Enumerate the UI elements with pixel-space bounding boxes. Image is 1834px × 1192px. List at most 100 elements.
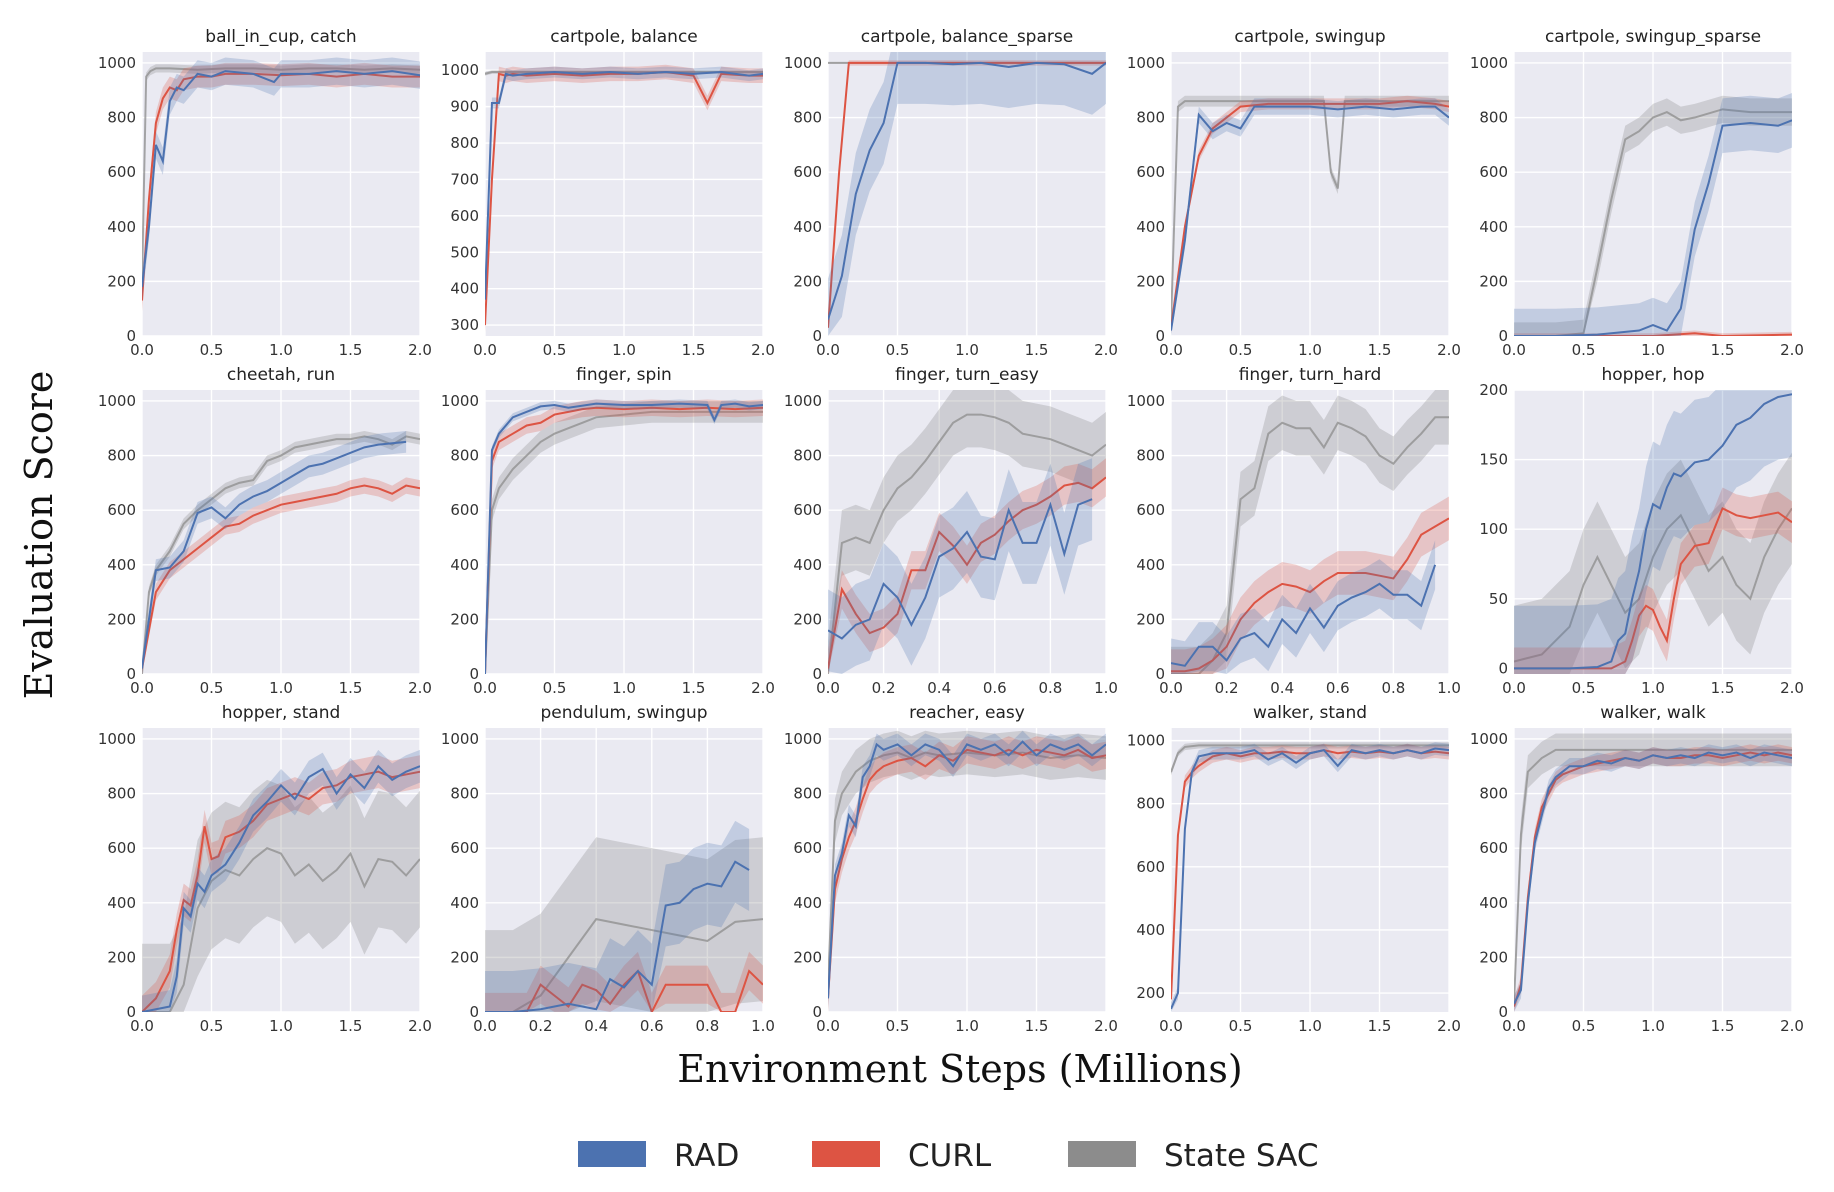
y-tick-label: 800: [793, 447, 822, 465]
subplot-title: finger, turn_hard: [1239, 365, 1382, 385]
band-state-sac: [1171, 390, 1449, 674]
x-tick-label: 1.5: [1711, 1017, 1735, 1035]
line-state-sac: [1171, 416, 1449, 674]
y-tick-label: 400: [1136, 556, 1165, 574]
x-tick-label: 0.5: [1572, 1017, 1596, 1035]
subplot-title: cheetah, run: [227, 365, 335, 385]
legend-item-curl: CURL: [812, 1138, 992, 1174]
y-tick-label: 400: [107, 556, 136, 574]
x-tick-label: 0.8: [695, 1017, 719, 1035]
line-curl: [1514, 506, 1792, 670]
x-axis-label: Environment Steps (Millions): [677, 1047, 1242, 1091]
x-tick-label: 0.0: [1159, 341, 1183, 359]
y-tick-label: 800: [1136, 447, 1165, 465]
x-tick-label: 1.5: [339, 341, 363, 359]
y-tick-label: 200: [450, 948, 479, 966]
x-tick-label: 0.0: [1159, 1017, 1183, 1035]
x-tick-label: 1.5: [339, 679, 363, 697]
line-curl: [485, 71, 763, 326]
line-curl: [485, 406, 763, 674]
y-tick-label: 600: [107, 501, 136, 519]
x-tick-label: 0.2: [872, 679, 896, 697]
y-tick-label: 800: [450, 785, 479, 803]
line-curl: [828, 61, 1106, 328]
band-state-sac: [142, 779, 420, 1012]
x-tick-label: 0.0: [473, 679, 497, 697]
y-tick-label: 800: [1136, 109, 1165, 127]
y-tick-label: 0: [469, 665, 479, 683]
subplot-10: 0.0 0.5 1.0 1.5 2.0 0 50 100 150 200 hopper, hop: [1479, 365, 1804, 697]
subplot-title: ball_in_cup, catch: [205, 27, 356, 47]
band-rad: [828, 52, 1106, 336]
legend-item-state-sac: State SAC: [1068, 1138, 1318, 1174]
y-tick-label: 0: [1155, 327, 1165, 345]
line-rad: [828, 498, 1093, 640]
y-tick-label: 1000: [784, 392, 822, 410]
subplot-11: 0.0 0.5 1.0 1.5 2.0 0 200 400 600 800 1000 hopper, …: [98, 703, 432, 1035]
subplot-6: 0.0 0.5 1.0 1.5 2.0 0 200 400 600 800 1000 cheetah,…: [98, 365, 432, 697]
x-tick-label: 0.0: [473, 1017, 497, 1035]
band-state-sac: [1514, 733, 1792, 1012]
y-tick-label: 900: [450, 98, 479, 116]
y-tick-label: 1000: [1127, 54, 1165, 72]
y-tick-label: 400: [1479, 894, 1508, 912]
line-rad: [1171, 747, 1449, 1010]
plot-area: [1171, 390, 1449, 674]
x-tick-label: 0.6: [983, 679, 1007, 697]
y-tick-label: 1000: [784, 54, 822, 72]
line-state-sac: [1514, 108, 1792, 336]
y-tick-label: 200: [107, 948, 136, 966]
y-tick-label: 800: [450, 134, 479, 152]
y-tick-label: 400: [1136, 218, 1165, 236]
x-tick-label: 0.0: [473, 341, 497, 359]
y-tick-label: 800: [1479, 785, 1508, 803]
subplot-title: reacher, easy: [909, 703, 1025, 723]
band-curl: [485, 399, 763, 674]
subplot-title: hopper, stand: [222, 703, 341, 723]
line-curl: [1171, 517, 1449, 673]
line-state-sac: [1171, 744, 1449, 773]
band-state-sac: [1514, 95, 1792, 336]
y-tick-label: 1000: [1127, 732, 1165, 750]
x-tick-label: 0.5: [200, 1017, 224, 1035]
y-tick-label: 400: [450, 556, 479, 574]
line-curl: [1514, 332, 1792, 336]
y-tick-label: 600: [1479, 163, 1508, 181]
line-state-sac: [1514, 507, 1792, 663]
subplot-title: finger, turn_easy: [895, 365, 1039, 385]
x-tick-label: 1.0: [1641, 679, 1665, 697]
x-tick-label: 0.4: [1270, 679, 1294, 697]
y-tick-label: 800: [793, 785, 822, 803]
x-tick-label: 0.2: [1215, 679, 1239, 697]
line-state-sac: [1514, 748, 1792, 1004]
line-rad: [485, 71, 763, 300]
subplot-9: 0.0 0.2 0.4 0.6 0.8 1.0 0 200 400 600 800 1000 finge…: [1127, 365, 1461, 697]
y-tick-label: 200: [1136, 984, 1165, 1002]
line-rad: [828, 740, 1106, 999]
x-tick-label: 1.0: [612, 679, 636, 697]
line-rad: [142, 764, 420, 1012]
legend-label: State SAC: [1164, 1138, 1318, 1174]
x-tick-label: 1.0: [955, 341, 979, 359]
y-tick-label: 200: [1479, 381, 1508, 399]
subplot-title: cartpole, balance: [550, 27, 698, 47]
x-tick-label: 1.0: [612, 341, 636, 359]
y-tick-label: 50: [1489, 590, 1508, 608]
band-rad: [142, 430, 407, 674]
x-tick-label: 0.0: [1502, 1017, 1526, 1035]
x-tick-label: 0.4: [584, 1017, 608, 1035]
subplot-3: 0.0 0.5 1.0 1.5 2.0 0 200 400 600 800 1000 cartpole…: [784, 27, 1118, 359]
x-tick-label: 1.0: [269, 679, 293, 697]
subplot-12: 0.0 0.2 0.4 0.6 0.8 1.0 0 200 400 600 800 1000 pendu…: [441, 703, 775, 1035]
x-tick-label: 0.0: [130, 1017, 154, 1035]
line-state-sac: [485, 71, 763, 75]
x-tick-label: 1.5: [682, 679, 706, 697]
x-tick-label: 2.0: [751, 341, 775, 359]
band-rad: [142, 749, 420, 1012]
y-tick-label: 0: [812, 327, 822, 345]
x-tick-label: 1.5: [1711, 679, 1735, 697]
y-tick-label: 800: [793, 109, 822, 127]
x-tick-label: 1.0: [1641, 1017, 1665, 1035]
x-tick-label: 0.5: [1229, 1017, 1253, 1035]
